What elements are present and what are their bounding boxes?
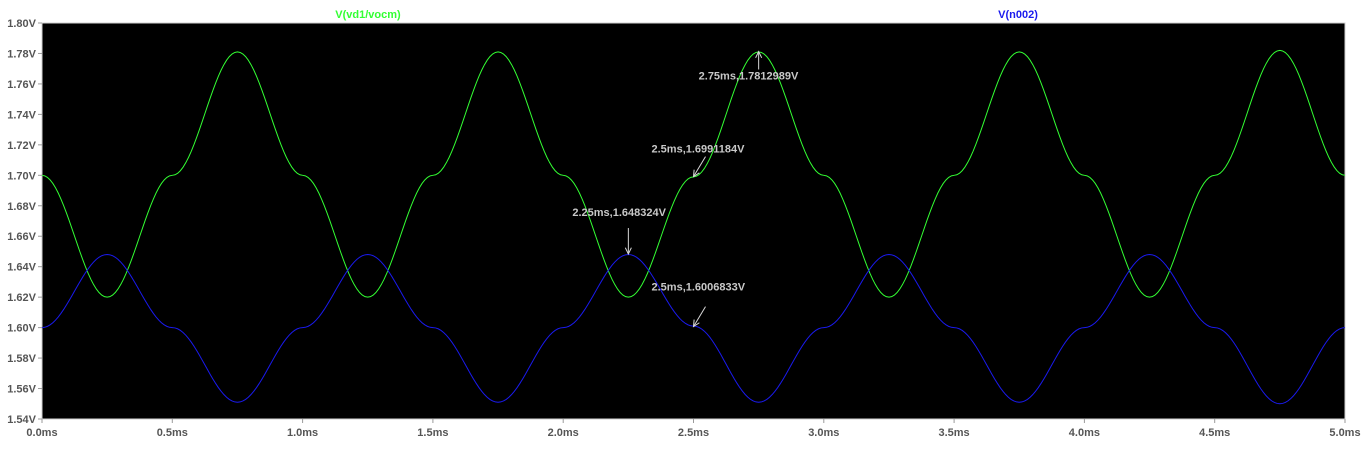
y-tick-label: 1.80V <box>7 18 36 30</box>
legend-layer: V(vd1/vocm) V(n002) <box>335 9 1038 21</box>
annotation-label: 2.25ms,1.648324V <box>572 207 666 219</box>
annotation-label: 2.5ms,1.6991184V <box>652 144 746 156</box>
y-tick-label: 1.56V <box>7 384 36 396</box>
point-annotation: 2.5ms,1.6991184V <box>652 144 746 178</box>
annotation-arrow <box>693 156 706 177</box>
y-tick-label: 1.76V <box>7 79 36 91</box>
y-tick-label: 1.64V <box>7 262 36 274</box>
y-tick-label: 1.68V <box>7 201 36 213</box>
x-tick-label: 4.0ms <box>1069 427 1100 439</box>
axes-layer: 0.0ms 0.5ms 1.0ms 1.5ms 2.0ms 2.5ms 3.0ms 3.5ms… <box>7 18 1360 439</box>
y-tick-label: 1.72V <box>7 140 36 152</box>
y-tick-label: 1.66V <box>7 231 36 243</box>
y-tick-label: 1.54V <box>7 414 36 426</box>
annotation-arrowhead <box>692 319 700 328</box>
x-tick-label: 1.0ms <box>287 427 318 439</box>
annotation-layer: 2.75ms,1.7812989V 2.5ms,1.6991184V 2.25ms,… <box>572 50 799 328</box>
x-tick-label: 5.0ms <box>1329 427 1360 439</box>
y-tick-label: 1.62V <box>7 292 36 304</box>
x-tick-label: 2.5ms <box>678 427 709 439</box>
y-tick-label: 1.60V <box>7 323 36 335</box>
legend-label-2[interactable]: V(n002) <box>998 9 1038 21</box>
annotation-arrowhead <box>692 169 700 178</box>
x-tick-label: 3.5ms <box>938 427 969 439</box>
annotation-arrowhead <box>624 247 632 256</box>
legend-label-1[interactable]: V(vd1/vocm) <box>335 9 401 21</box>
y-tick-label: 1.78V <box>7 48 36 60</box>
y-tick-label: 1.58V <box>7 353 36 365</box>
annotation-label: 2.5ms,1.6006833V <box>652 282 746 294</box>
point-annotation: 2.5ms,1.6006833V <box>652 282 746 328</box>
plot-area[interactable] <box>41 22 1346 420</box>
x-tick-label: 3.0ms <box>808 427 839 439</box>
x-tick-label: 0.5ms <box>157 427 188 439</box>
annotation-label: 2.75ms,1.7812989V <box>699 70 799 82</box>
point-annotation: 2.75ms,1.7812989V <box>699 50 799 82</box>
y-tick-label: 1.74V <box>7 109 36 121</box>
point-annotation: 2.25ms,1.648324V <box>572 207 667 256</box>
x-tick-label: 2.0ms <box>548 427 579 439</box>
x-tick-label: 4.5ms <box>1199 427 1230 439</box>
annotation-arrowhead <box>755 50 763 59</box>
annotation-arrow <box>693 306 706 327</box>
x-tick-label: 1.5ms <box>417 427 448 439</box>
x-tick-label: 0.0ms <box>26 427 57 439</box>
y-tick-label: 1.70V <box>7 170 36 182</box>
